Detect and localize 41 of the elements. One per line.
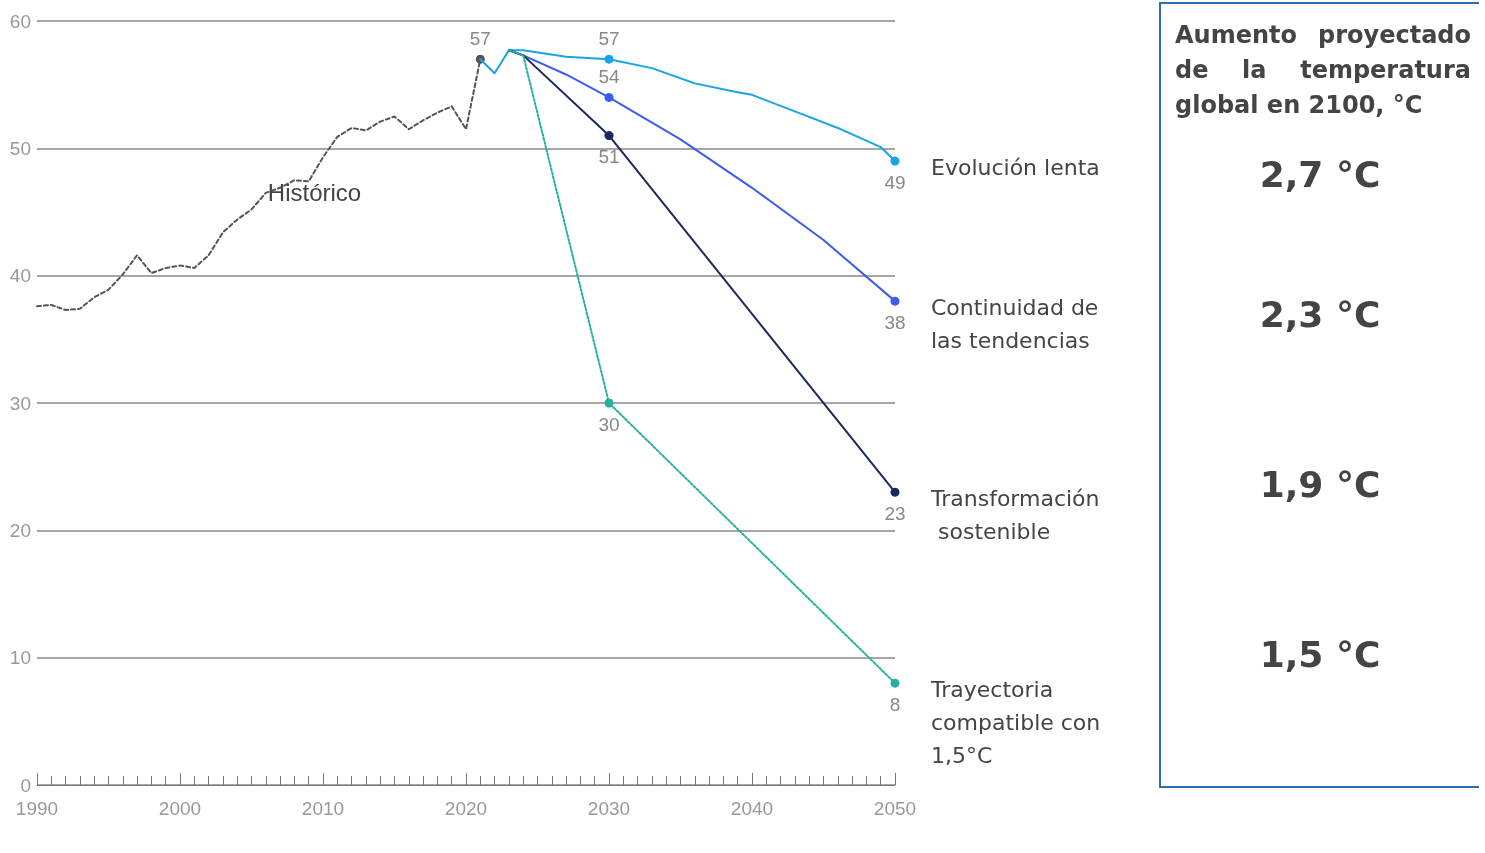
y-tick-label: 10 <box>9 647 31 669</box>
data-label: 57 <box>598 27 620 49</box>
x-tick-label: 2030 <box>587 798 631 819</box>
data-label: 8 <box>889 693 901 715</box>
x-tick-label: 2020 <box>444 798 488 819</box>
point <box>890 487 900 497</box>
y-tick-label: 60 <box>9 10 31 32</box>
point <box>604 54 614 64</box>
text: Aumento proyectado de la temperatura global en 2100, °C <box>1175 20 1471 121</box>
series-label: Evolución lenta <box>931 155 1100 181</box>
series-label: Histórico <box>267 179 362 207</box>
text: 2,7 °C <box>1258 154 1382 195</box>
y-tick-label: 30 <box>9 392 31 414</box>
x-tick-label: 2000 <box>158 798 202 819</box>
y-tick-label: 50 <box>9 137 31 159</box>
point <box>604 131 614 141</box>
text: 2,3 °C <box>1258 294 1382 335</box>
point <box>890 678 900 688</box>
y-tick-label: 20 <box>9 519 31 541</box>
x-tick-label: 1990 <box>15 798 59 819</box>
data-label: 57 <box>469 27 491 49</box>
x-tick-label: 2040 <box>730 798 774 819</box>
data-label: 49 <box>884 171 906 193</box>
point <box>890 156 900 166</box>
point <box>604 92 614 102</box>
data-label: 51 <box>598 146 620 168</box>
data-label: 54 <box>598 65 620 87</box>
data-label: 38 <box>884 311 906 333</box>
y-tick-label: 40 <box>9 265 31 287</box>
series-label: Continuidad de las tendencias <box>931 295 1106 354</box>
series-label: Trayectoria compatible con 1,5°C <box>930 677 1108 769</box>
point <box>890 296 900 306</box>
data-label: 30 <box>598 413 620 435</box>
point <box>604 398 614 408</box>
x-tick-label: 2050 <box>873 798 917 819</box>
series-label: Transformación sostenible <box>930 486 1100 545</box>
text: 1,5 °C <box>1258 634 1382 675</box>
data-label: 23 <box>884 502 906 524</box>
y-tick-label: 0 <box>20 774 31 796</box>
text: 1,9 °C <box>1258 464 1382 505</box>
x-tick-label: 2010 <box>301 798 345 819</box>
